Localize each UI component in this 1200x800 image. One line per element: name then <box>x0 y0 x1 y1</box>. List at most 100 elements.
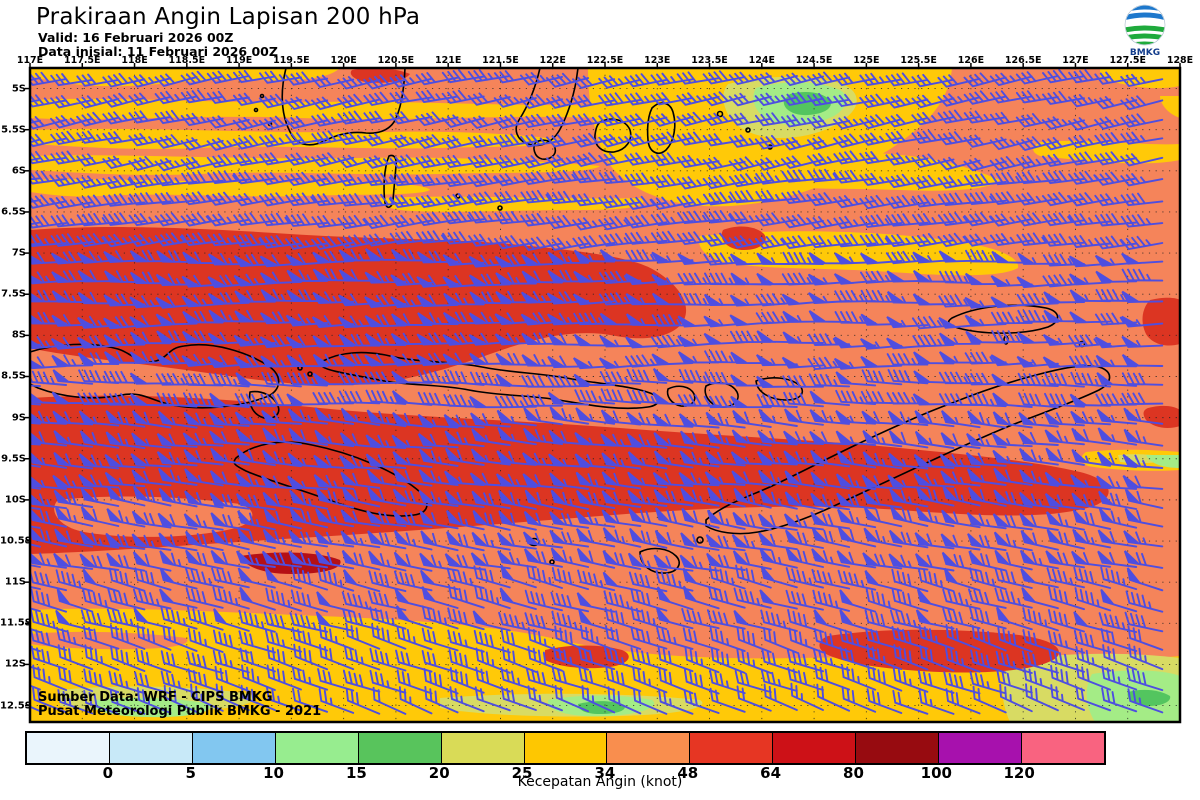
island-dot <box>307 371 313 377</box>
lat-label: 6S <box>11 165 26 177</box>
lon-label: 125.5E <box>900 55 937 66</box>
legend-tick-label: 34 <box>594 764 616 782</box>
lat-label: 9S <box>11 412 26 424</box>
lat-label: 5S <box>11 83 26 95</box>
lon-label: 119.5E <box>273 55 310 66</box>
lon-label: 126E <box>957 55 985 66</box>
legend-segment <box>108 733 192 763</box>
regions-48-64kt <box>30 68 1180 673</box>
source-line-2: Pusat Meteorologi Publik BMKG - 2021 <box>38 704 322 719</box>
legend-segment <box>689 733 773 763</box>
lon-label: 123.5E <box>691 55 728 66</box>
legend-segment <box>191 733 275 763</box>
island-dot <box>259 93 265 99</box>
lon-label: 125E <box>853 55 880 66</box>
lon-label: 117E <box>16 55 44 66</box>
island-dot <box>497 205 503 211</box>
island-timor <box>705 364 1111 535</box>
legend-tick-label: 48 <box>677 764 699 782</box>
lat-label: 7.5S <box>1 288 26 300</box>
legend-segment <box>440 733 524 763</box>
island-sumba <box>233 441 428 517</box>
coastline-sulawesi-se <box>515 68 579 147</box>
lat-label: 12.5S <box>0 700 32 712</box>
bmkg-logo: BMKG <box>1124 4 1166 58</box>
region-blob <box>1127 689 1171 707</box>
init-time-label: Data inisial: 11 Februari 2026 00Z <box>38 44 278 59</box>
island-adonara <box>666 385 696 407</box>
map-border <box>28 66 1182 724</box>
lat-label: 7S <box>11 247 26 259</box>
legend-tick-label: 5 <box>185 764 196 782</box>
lon-label: 118E <box>121 55 148 66</box>
lat-label: 9.5S <box>1 453 26 465</box>
legend-segment <box>27 733 109 763</box>
region-blob <box>30 227 687 386</box>
region-blob <box>1146 455 1180 468</box>
region-blob <box>30 395 1109 554</box>
legend-segment <box>357 733 441 763</box>
lat-label: 10S <box>4 494 26 506</box>
legend-title: Kecepatan Angin (knot) <box>517 774 683 790</box>
wind-speed-regions <box>30 68 1180 722</box>
regions-15-20kt <box>578 92 1171 714</box>
lon-label: 120E <box>330 55 357 66</box>
valid-time-label: Valid: 16 Februari 2026 00Z <box>38 30 234 45</box>
lat-label: 11S <box>4 576 26 588</box>
lon-label: 119E <box>225 55 253 66</box>
region-blob <box>578 701 625 714</box>
island-dot <box>716 110 724 118</box>
legend-tick-label: 25 <box>511 764 533 782</box>
lat-label: 8S <box>11 329 26 341</box>
legend-segment <box>274 733 358 763</box>
lon-label: 120.5E <box>377 55 415 66</box>
lon-label: 121E <box>435 55 462 66</box>
lon-label: 126.5E <box>1004 55 1042 66</box>
legend-segment <box>938 733 1022 763</box>
lat-label: 6.5S <box>1 206 26 218</box>
lat-label: 8.5S <box>1 370 26 382</box>
legend-tick-label: 20 <box>428 764 450 782</box>
lat-label: 10.5S <box>0 535 32 547</box>
legend-tick-label: 0 <box>102 764 114 782</box>
lat-label: 5.5S <box>1 124 26 136</box>
legend-segment <box>1021 733 1104 763</box>
legend-tick-label: 64 <box>760 764 782 782</box>
legend-tick-label: 15 <box>345 764 367 782</box>
region-blob <box>1100 68 1180 89</box>
lon-label: 124.5E <box>795 55 833 66</box>
wind-barbs <box>30 69 1164 715</box>
legend-segment <box>855 733 939 763</box>
lon-label: 122.5E <box>586 55 624 66</box>
legend-tick-label: 80 <box>843 764 864 782</box>
island-rote <box>639 547 680 574</box>
legend-segment <box>523 733 607 763</box>
lon-label: 128E <box>1166 55 1194 66</box>
region-blob <box>1160 96 1180 118</box>
region-blob <box>95 697 211 718</box>
page-title: Prakiraan Angin Lapisan 200 hPa <box>36 4 421 30</box>
lon-label: 127E <box>1062 55 1089 66</box>
lon-label: 122E <box>539 55 566 66</box>
legend-tick-label: 120 <box>1003 764 1035 782</box>
source-line-1: Sumber Data: WRF - CIPS BMKG <box>38 690 273 705</box>
legend-segment <box>772 733 856 763</box>
island-dot <box>253 107 259 113</box>
legend-segment <box>606 733 690 763</box>
wind-speed-legend <box>25 731 1106 765</box>
lon-label: 117.5E <box>63 55 101 66</box>
lat-label: 11.5S <box>0 617 32 629</box>
island-dot <box>745 127 751 133</box>
region-blob <box>1033 140 1180 164</box>
lon-label: 121.5E <box>482 55 519 66</box>
legend-tick-label: 10 <box>263 764 284 782</box>
logo-stripes <box>1125 5 1165 45</box>
lon-label: 123E <box>644 55 671 66</box>
region-blob <box>1142 297 1180 346</box>
lon-label: 118.5E <box>168 55 206 66</box>
lon-label: 124E <box>748 55 775 66</box>
lat-label: 12S <box>4 658 26 670</box>
lon-label: 127.5E <box>1109 55 1146 66</box>
